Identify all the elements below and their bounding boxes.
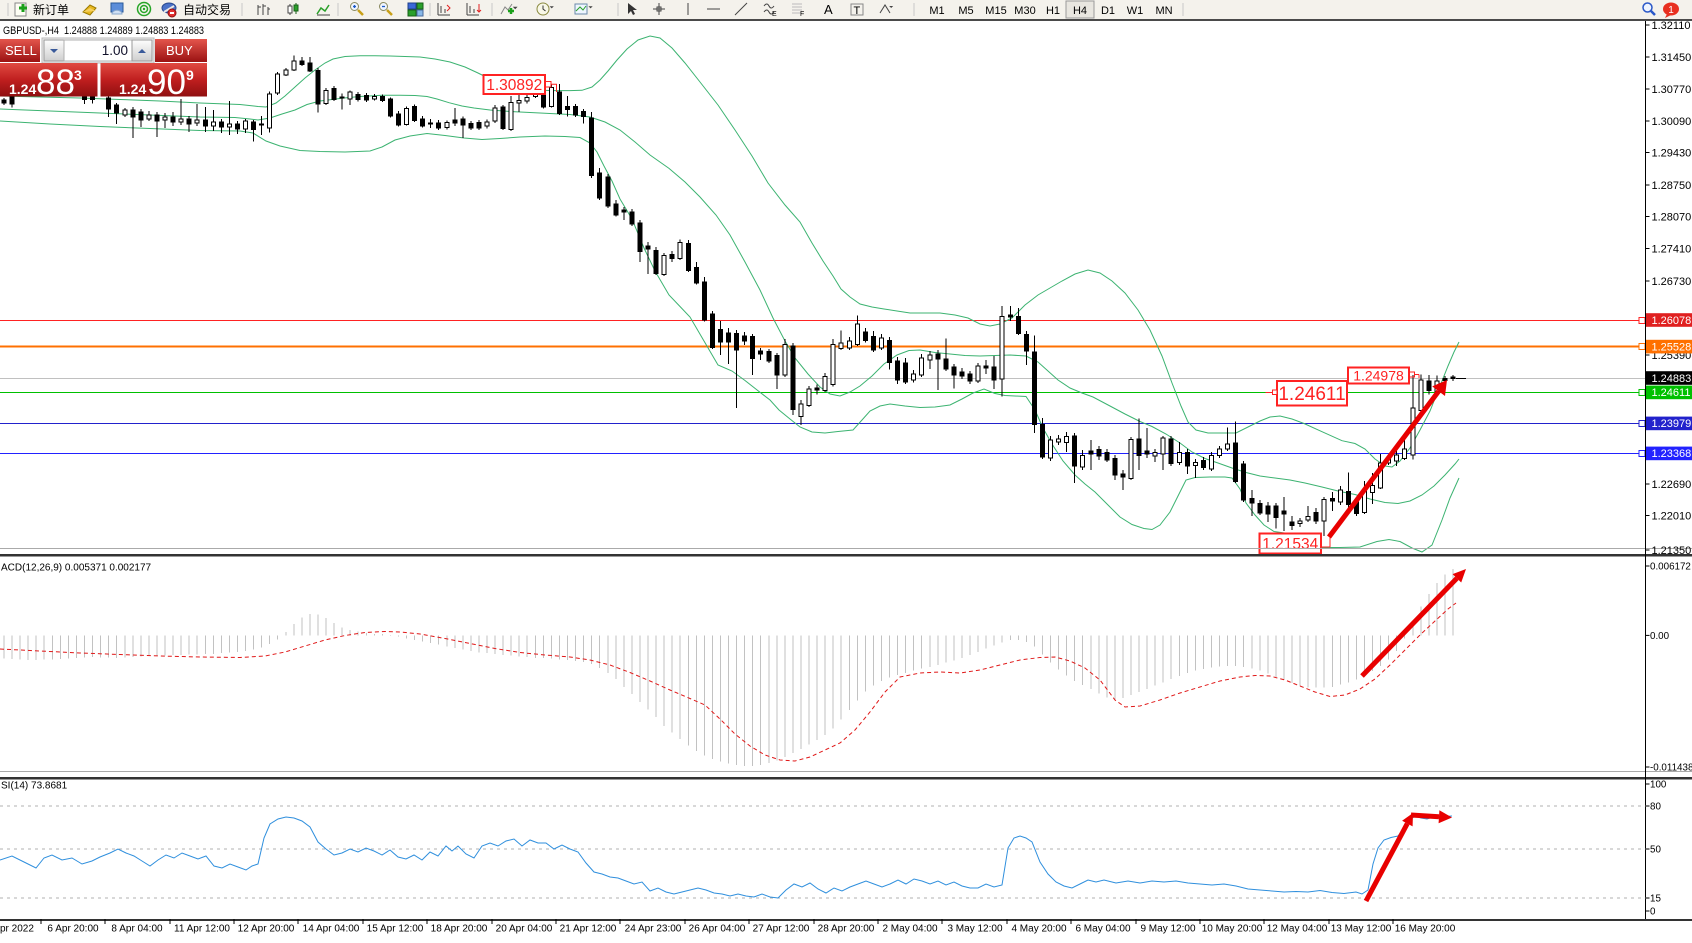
svg-text:27 Apr 12:00: 27 Apr 12:00 [753,924,810,935]
svg-text:1.24978: 1.24978 [1353,367,1404,383]
svg-text:M15: M15 [985,5,1006,17]
svg-text:26 Apr 04:00: 26 Apr 04:00 [689,924,746,935]
svg-text:0.006172: 0.006172 [1650,562,1691,573]
svg-text:1.26078: 1.26078 [1652,315,1692,327]
svg-text:1.26730: 1.26730 [1652,276,1692,288]
svg-text:ACD(12,26,9) 0.005371 0.002177: ACD(12,26,9) 0.005371 0.002177 [1,563,152,574]
svg-text:1.25528: 1.25528 [1652,341,1692,353]
svg-text:1.30892: 1.30892 [486,77,542,94]
svg-text:1.28750: 1.28750 [1652,180,1692,192]
svg-text:M1: M1 [929,5,944,17]
svg-text:SELL: SELL [5,43,37,58]
svg-text:1.31450: 1.31450 [1652,52,1692,64]
svg-text:A: A [824,2,833,17]
svg-text:T: T [854,5,861,17]
svg-text:GBPUSD-,H4 1.24888 1.24889 1.: GBPUSD-,H4 1.24888 1.24889 1.24883 1.248… [3,25,204,37]
svg-text:0.00: 0.00 [1650,631,1670,642]
svg-text:18 Apr 20:00: 18 Apr 20:00 [431,924,488,935]
svg-text:新订单: 新订单 [33,2,69,17]
svg-text:15 Apr 12:00: 15 Apr 12:00 [367,924,424,935]
svg-text:6 May 04:00: 6 May 04:00 [1075,924,1130,935]
svg-text:1.24: 1.24 [9,81,36,97]
svg-text:1.21534: 1.21534 [1262,536,1318,553]
svg-text:4 May 20:00: 4 May 20:00 [1011,924,1066,935]
svg-text:1.24611: 1.24611 [1652,387,1691,399]
svg-text:15: 15 [1650,894,1661,905]
svg-text:50: 50 [1650,845,1661,856]
svg-text:F: F [800,11,804,18]
svg-text:12 May 04:00: 12 May 04:00 [1267,924,1328,935]
svg-text:1.24883: 1.24883 [1652,373,1692,385]
svg-text:1.24611: 1.24611 [1278,384,1345,405]
svg-text:2 May 04:00: 2 May 04:00 [882,924,937,935]
svg-text:BUY: BUY [166,43,193,58]
svg-text:1.22010: 1.22010 [1652,511,1692,523]
svg-text:3: 3 [74,67,82,83]
svg-text:E: E [772,11,777,18]
svg-text:9: 9 [186,67,194,83]
svg-text:1.23979: 1.23979 [1652,418,1692,430]
svg-text:M30: M30 [1014,5,1035,17]
svg-text:21 Apr 12:00: 21 Apr 12:00 [560,924,617,935]
svg-text:20 Apr 04:00: 20 Apr 04:00 [496,924,553,935]
svg-text:14 Apr 04:00: 14 Apr 04:00 [303,924,360,935]
svg-text:8 Apr 04:00: 8 Apr 04:00 [111,924,163,935]
svg-text:1.29430: 1.29430 [1652,148,1692,160]
svg-text:80: 80 [1650,802,1661,813]
svg-text:1.27410: 1.27410 [1652,244,1692,256]
svg-text:1: 1 [1668,5,1674,16]
svg-text:MN: MN [1155,5,1172,17]
svg-text:0: 0 [1650,907,1656,918]
svg-text:M5: M5 [958,5,973,17]
svg-text:12 Apr 20:00: 12 Apr 20:00 [238,924,295,935]
svg-text:1.30770: 1.30770 [1652,84,1692,96]
svg-text:1.21350: 1.21350 [1652,545,1692,557]
svg-text:24 Apr 23:00: 24 Apr 23:00 [625,924,682,935]
svg-text:H1: H1 [1046,5,1060,17]
svg-text:1.00: 1.00 [102,43,128,58]
svg-text:1.22690: 1.22690 [1652,479,1692,491]
svg-text:pr 2022: pr 2022 [0,924,34,935]
svg-text:11 Apr 12:00: 11 Apr 12:00 [174,924,230,935]
svg-text:SI(14) 73.8681: SI(14) 73.8681 [1,781,68,792]
svg-text:1.32110: 1.32110 [1652,20,1691,32]
svg-text:13 May 12:00: 13 May 12:00 [1331,924,1392,935]
svg-text:9 May 12:00: 9 May 12:00 [1140,924,1195,935]
svg-text:H4: H4 [1073,5,1087,17]
svg-text:16 May 20:00: 16 May 20:00 [1395,924,1456,935]
svg-text:-0.011438: -0.011438 [1650,763,1692,774]
svg-text:10 May 20:00: 10 May 20:00 [1202,924,1263,935]
svg-text:自动交易: 自动交易 [183,2,231,17]
svg-text:100: 100 [1650,780,1667,791]
svg-text:90: 90 [147,63,186,102]
svg-text:D1: D1 [1101,5,1115,17]
svg-text:1.28070: 1.28070 [1652,212,1692,224]
svg-text:1.23368: 1.23368 [1652,448,1692,460]
svg-text:1.30090: 1.30090 [1652,116,1692,128]
svg-text:88: 88 [36,63,75,102]
svg-text:1.24: 1.24 [119,81,146,97]
svg-text:6 Apr 20:00: 6 Apr 20:00 [47,924,99,935]
svg-text:W1: W1 [1127,5,1144,17]
svg-text:3 May 12:00: 3 May 12:00 [947,924,1002,935]
svg-text:28 Apr 20:00: 28 Apr 20:00 [818,924,875,935]
